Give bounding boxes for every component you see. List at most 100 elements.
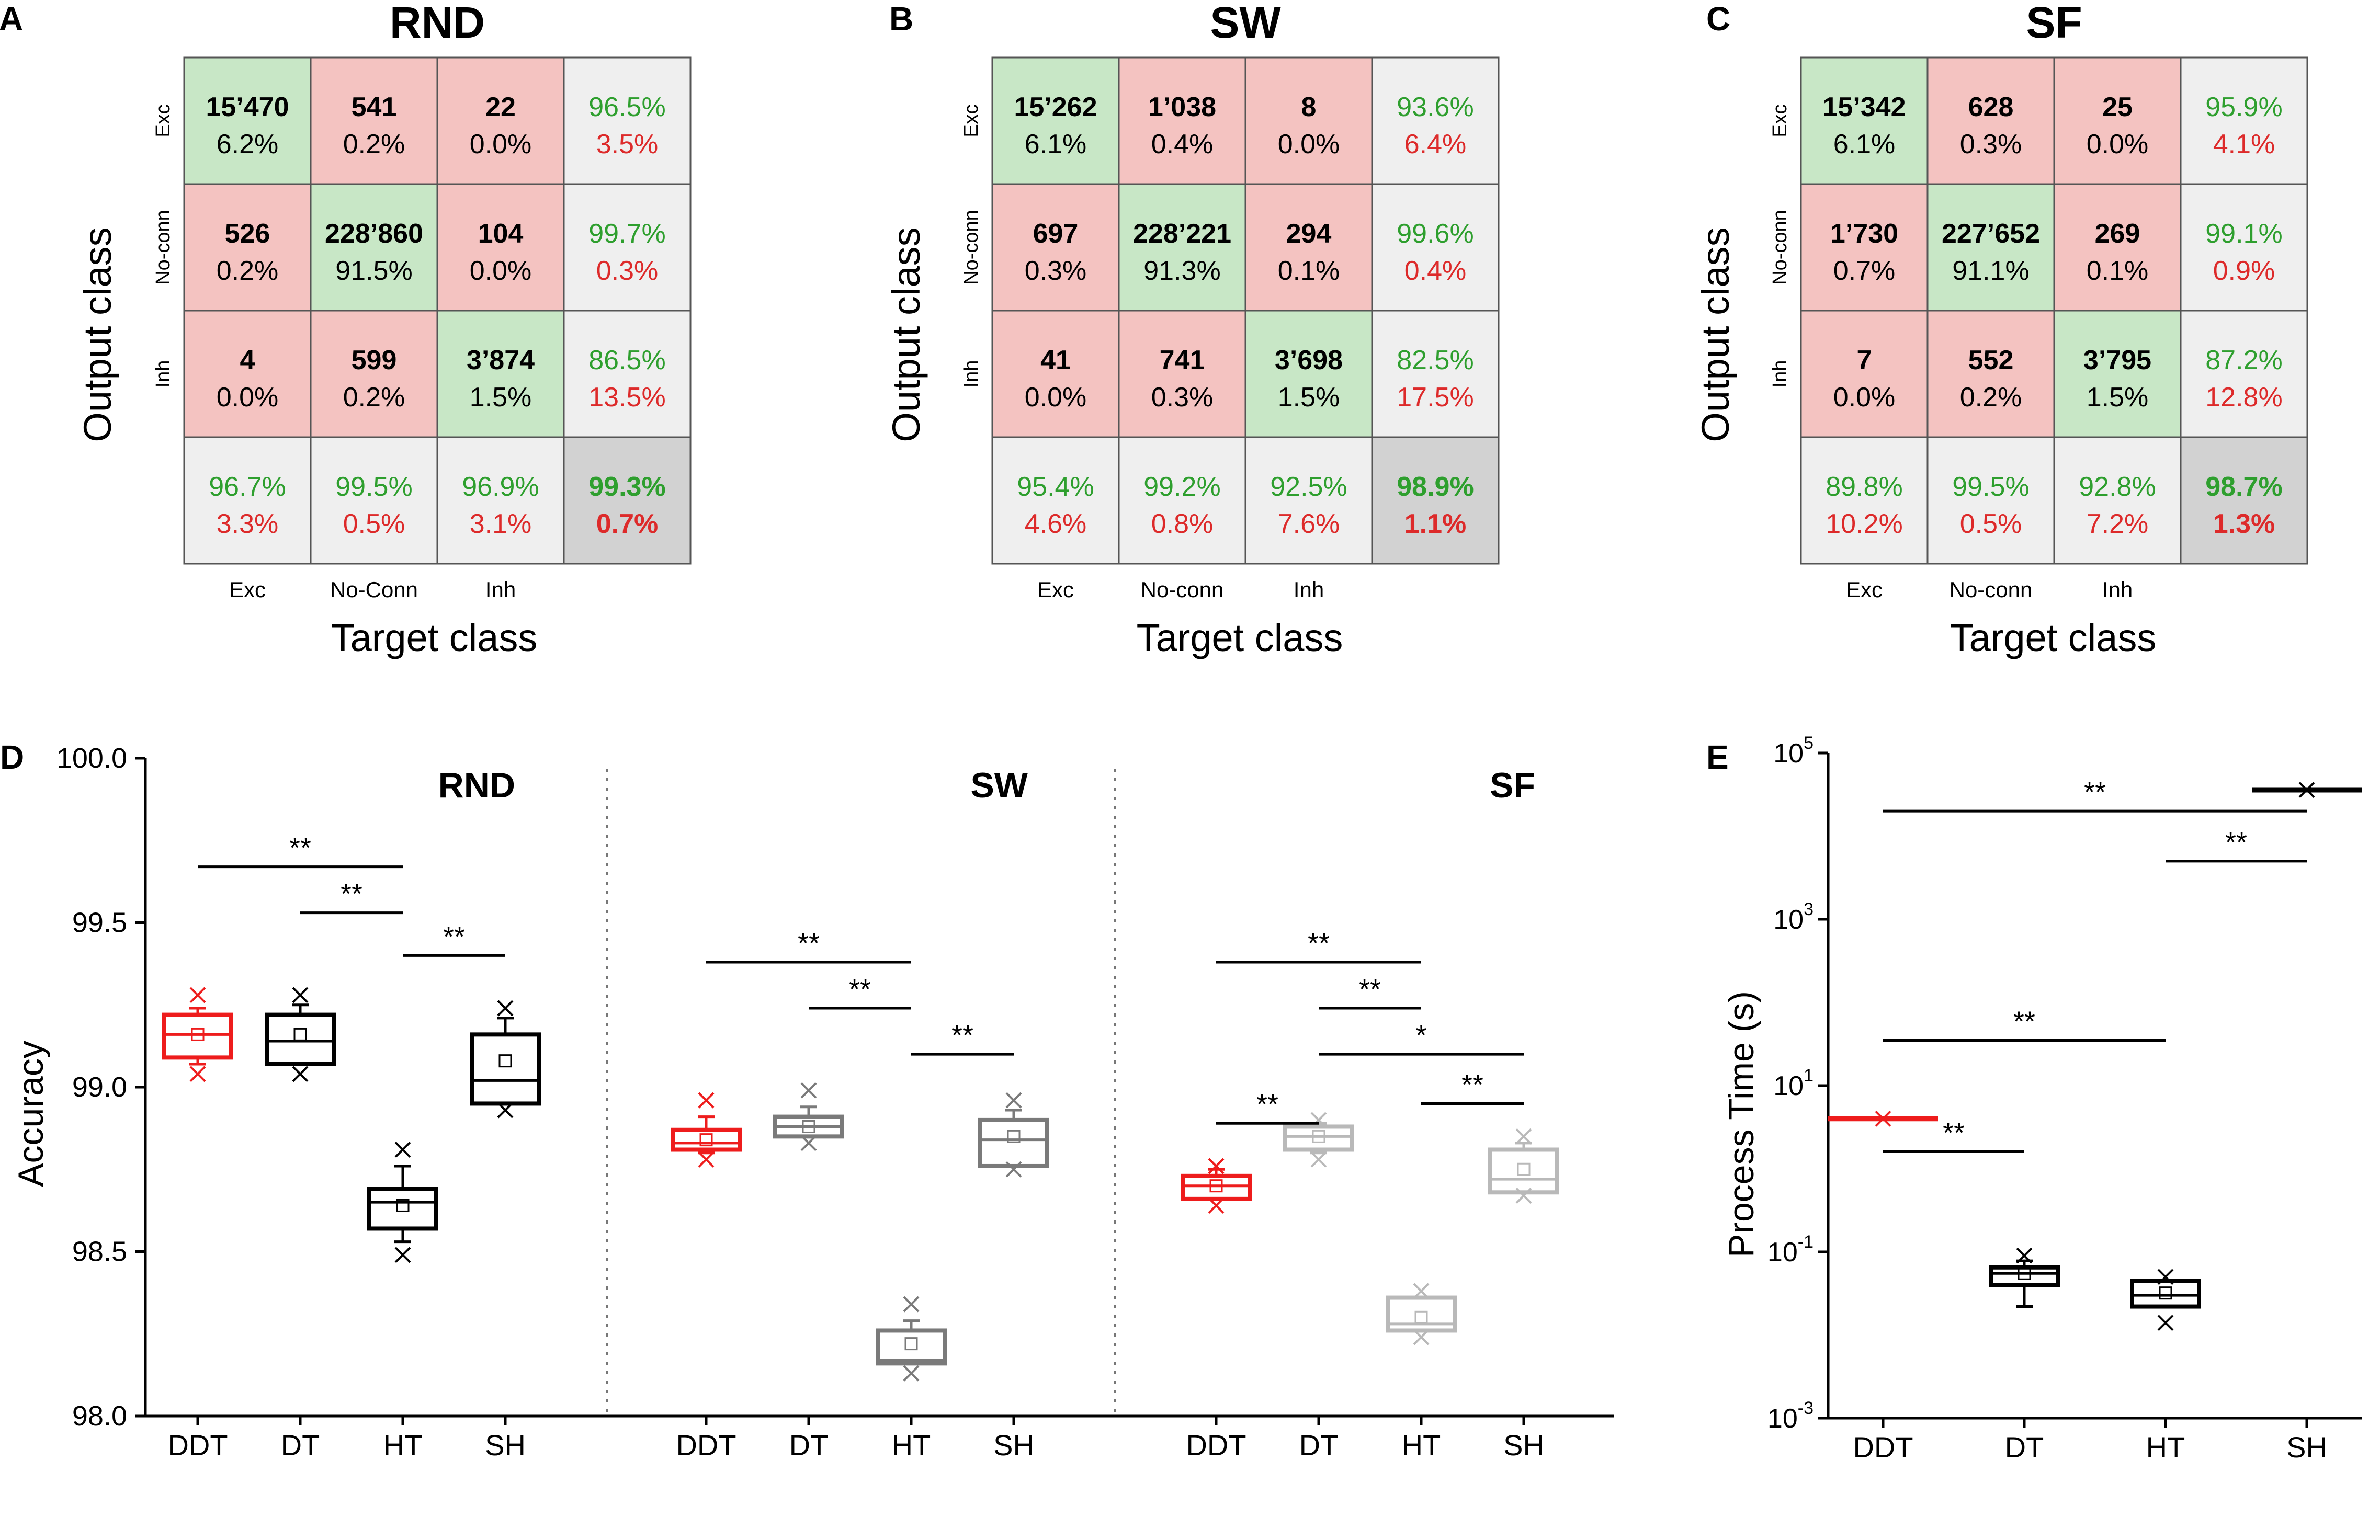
panel-d-sw-ht-mean-marker [904, 1337, 918, 1351]
panel-a-accuracy-value: 99.3% [588, 472, 665, 502]
panel-c-percent: 0.0% [2087, 129, 2149, 159]
panel-a-target-label: Target class [331, 616, 538, 659]
panel-d-sw-significance-label: ** [951, 1020, 973, 1051]
panel-d-sw-dt-outlier-marker [800, 1082, 817, 1099]
panel-e-time-boxplot: 10-3 10-1 101 103 105 DDT DT HT SH ** ** ** ** [1767, 733, 2362, 1464]
panel-e-ht-outlier-marker [2157, 1269, 2174, 1285]
panel-a-percent: 1.5% [470, 382, 532, 413]
panel-a-row-label: No-conn [152, 210, 174, 285]
panel-d-rnd-x-tick-label: SH [485, 1429, 526, 1462]
panel-c-cell [2053, 310, 2182, 438]
panel-d-y-tick-label: 100.0 [56, 743, 127, 774]
panel-c-accuracy-value: 99.1% [2205, 219, 2282, 249]
panel-e-y-tick-label: 105 [1773, 733, 1814, 769]
panel-c-output-label: Output class [1694, 227, 1737, 442]
panel-d-sf-x-tick-label: HT [1402, 1429, 1441, 1462]
panel-c-cell [1926, 310, 2055, 438]
panel-a-cell [183, 436, 312, 565]
panel-c-cell [2053, 183, 2182, 312]
panel-d-sf-sh-box [1488, 1147, 1559, 1195]
panel-a-percent: 0.0% [470, 129, 532, 159]
panel-d-sf-ddt-box [1181, 1173, 1252, 1201]
panel-d-sf-ht-outlier-marker [1413, 1283, 1430, 1299]
panel-c-percent: 6.1% [1833, 129, 1896, 159]
panel-d-sw-sh-outlier-marker [1005, 1161, 1022, 1178]
panel-b-cell [1244, 56, 1373, 185]
panel-d-sw-group: SW DDT DT HT SH ** ** ** [671, 766, 1049, 1462]
panel-letter-C: C [1706, 0, 1730, 38]
panel-d-sw-x-tick-label: DT [789, 1429, 829, 1462]
panel-c-percent: 0.1% [2087, 256, 2149, 286]
panel-e-significance-label: ** [1943, 1117, 1965, 1149]
panel-d-rnd-sh-mean-marker [498, 1054, 512, 1068]
panel-b-count: 697 [1033, 219, 1079, 249]
panel-b-cell [991, 56, 1120, 185]
panel-b-percent: 0.4% [1151, 129, 1214, 159]
panel-d-rnd-dt-outlier-marker [292, 987, 309, 1003]
panel-d-sw-x-tick-label: HT [892, 1429, 931, 1462]
panel-d-sw-dt-outlier-marker [800, 1135, 817, 1151]
panel-d-sf-significance-label: ** [1461, 1069, 1483, 1100]
panel-d-sf-ht-box [1386, 1295, 1457, 1333]
panel-a-cell [563, 56, 692, 185]
panel-e-ht-outlier-marker [2157, 1315, 2174, 1331]
panel-b-accuracy-value: 82.5% [1397, 345, 1474, 375]
panel-a-cell [563, 310, 692, 438]
panel-b-count: 741 [1160, 345, 1205, 375]
panel-e-x-tick-label: SH [2286, 1431, 2327, 1464]
panel-e-sh-outlier-marker [2298, 782, 2315, 798]
panel-a-accuracy-value: 99.5% [335, 472, 412, 502]
panel-b-row-label: No-conn [960, 210, 982, 285]
panel-a-accuracy-value: 86.5% [588, 345, 665, 375]
panel-a-cell [183, 56, 312, 185]
panel-d-y-tick-label: 99.0 [72, 1071, 127, 1103]
panel-b-error-value: 6.4% [1404, 129, 1467, 159]
panel-e-x-tick-label: HT [2146, 1431, 2185, 1464]
panel-c-cell [2180, 436, 2308, 565]
panel-c-accuracy-value: 92.8% [2079, 472, 2156, 502]
panel-a-col-label: Exc [229, 577, 266, 602]
panel-b-percent: 0.0% [1025, 382, 1087, 413]
panel-b-accuracy-value: 98.9% [1397, 472, 1474, 502]
panel-d-sf-dt-mean-marker [1312, 1130, 1325, 1143]
panel-a-error-value: 3.3% [217, 509, 279, 539]
panel-a-count: 104 [478, 219, 524, 249]
panel-b-cell [1118, 56, 1246, 185]
panel-b-cell [1371, 56, 1500, 185]
panel-b-target-label: Target class [1137, 616, 1343, 659]
panel-d-sw-ddt-mean-marker [699, 1133, 713, 1147]
panel-d-y-tick-label: 98.5 [72, 1236, 127, 1268]
panel-b-accuracy-value: 95.4% [1017, 472, 1094, 502]
panel-letter-D: D [0, 738, 24, 776]
panel-d-rnd-dt-box [265, 1012, 336, 1066]
panel-b-error-value: 0.4% [1404, 256, 1467, 286]
panel-c-count: 628 [1968, 92, 2014, 122]
panel-c-percent: 91.1% [1952, 256, 2029, 286]
panel-c-row-label: No-conn [1769, 210, 1791, 285]
panel-d-rnd-title: RND [438, 766, 515, 805]
panel-c-cell [2180, 56, 2308, 185]
panel-b-cell [991, 436, 1120, 565]
panel-c-percent: 0.7% [1833, 256, 1896, 286]
panel-d-rnd-dt-mean-marker [293, 1028, 307, 1041]
panel-e-x-tick-label: DT [2005, 1431, 2044, 1464]
panel-c-count: 1’730 [1830, 219, 1898, 249]
panel-a-error-value: 0.3% [596, 256, 659, 286]
panel-d-sw-x-tick-label: DDT [676, 1429, 736, 1462]
panel-b-title: SW [1210, 0, 1281, 47]
panel-a-count: 526 [225, 219, 270, 249]
panel-c-cell [2180, 310, 2308, 438]
panel-d-y-tick-label: 98.0 [72, 1400, 127, 1432]
panel-c-error-value: 1.3% [2213, 509, 2275, 539]
panel-b-cell [991, 183, 1120, 312]
panel-b-accuracy-value: 93.6% [1397, 92, 1474, 122]
panel-a-row-label: Exc [152, 104, 174, 137]
panel-d-sf-x-tick-label: DT [1299, 1429, 1339, 1462]
panel-c-col-label: Inh [2102, 577, 2133, 602]
panel-a-percent: 0.2% [343, 129, 405, 159]
panel-d-rnd-sh-outlier-marker [497, 1102, 514, 1119]
panel-e-dt-mean-marker [2018, 1267, 2031, 1280]
panel-d-sw-title: SW [970, 766, 1028, 805]
